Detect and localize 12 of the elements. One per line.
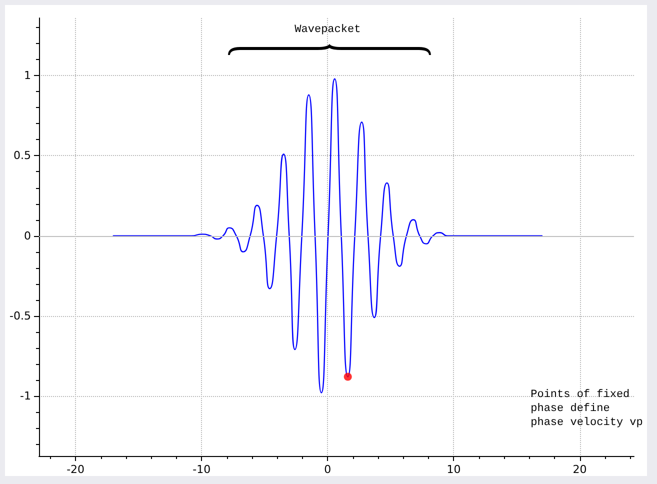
annotation: Wavepacket xyxy=(294,23,361,37)
annotation: Points of fixed phase define phase velocity vp xyxy=(530,388,643,430)
x-tick-label: 0 xyxy=(324,463,332,476)
x-tick-label: 20 xyxy=(572,463,587,476)
y-tick-label: 0 xyxy=(24,229,31,242)
x-tick-label: 10 xyxy=(446,463,461,476)
x-tick-label: -10 xyxy=(192,463,211,476)
y-tick-label: -1 xyxy=(20,389,31,402)
y-tick-label: 1 xyxy=(24,69,31,82)
y-tick-label: -0.5 xyxy=(10,309,31,322)
y-tick-label: 0.5 xyxy=(14,149,31,162)
x-tick-label: -20 xyxy=(66,463,85,476)
